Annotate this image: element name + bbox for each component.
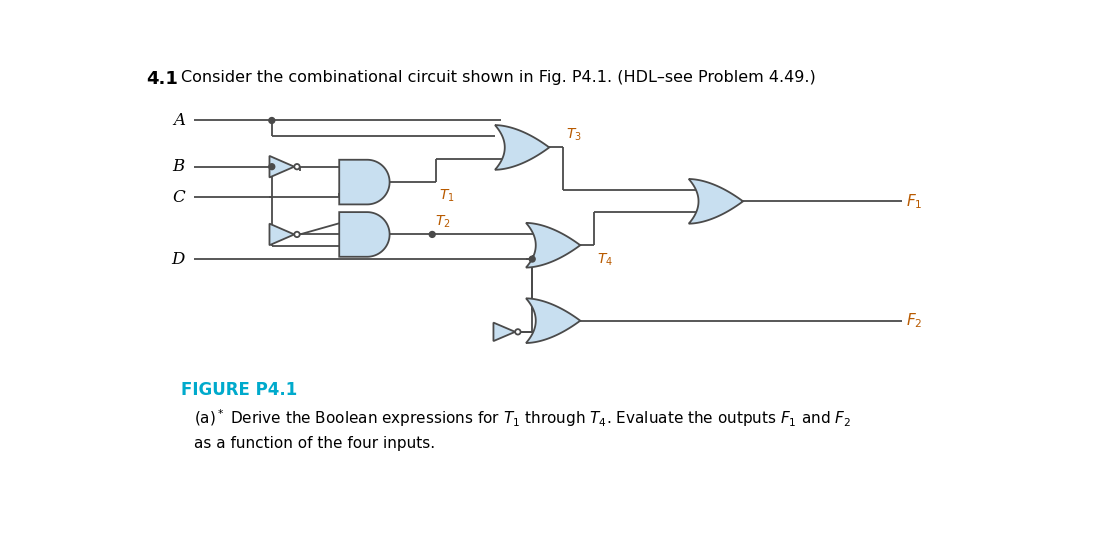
Polygon shape [689,179,743,224]
Circle shape [295,232,299,237]
Text: (a)$^*$ Derive the Boolean expressions for $T_1$ through $T_4$. Evaluate the out: (a)$^*$ Derive the Boolean expressions f… [194,407,851,429]
Circle shape [515,329,521,334]
Text: FIGURE P4.1: FIGURE P4.1 [181,380,297,399]
Text: D: D [172,250,185,268]
Polygon shape [339,160,390,204]
Text: A: A [173,112,185,129]
Circle shape [295,164,299,169]
Text: $T_4$: $T_4$ [596,251,613,268]
Circle shape [530,256,535,262]
Text: $T_2$: $T_2$ [435,214,451,230]
Polygon shape [493,322,515,341]
Circle shape [429,231,435,237]
Text: $F_2$: $F_2$ [905,311,922,330]
Polygon shape [526,298,581,343]
Text: $F_1$: $F_1$ [905,192,922,211]
Circle shape [269,118,275,124]
Text: $T_3$: $T_3$ [565,126,582,143]
Polygon shape [495,125,550,170]
Text: $T_1$: $T_1$ [439,188,455,204]
Polygon shape [339,212,390,257]
Polygon shape [526,223,581,268]
Text: C: C [172,189,185,206]
Polygon shape [269,156,295,177]
Circle shape [269,164,275,170]
Text: 4.1: 4.1 [146,70,178,88]
Text: B: B [173,158,185,175]
Text: Consider the combinational circuit shown in Fig. P4.1. (HDL–see Problem 4.49.): Consider the combinational circuit shown… [181,70,815,86]
Text: as a function of the four inputs.: as a function of the four inputs. [194,436,435,451]
Polygon shape [269,224,295,245]
